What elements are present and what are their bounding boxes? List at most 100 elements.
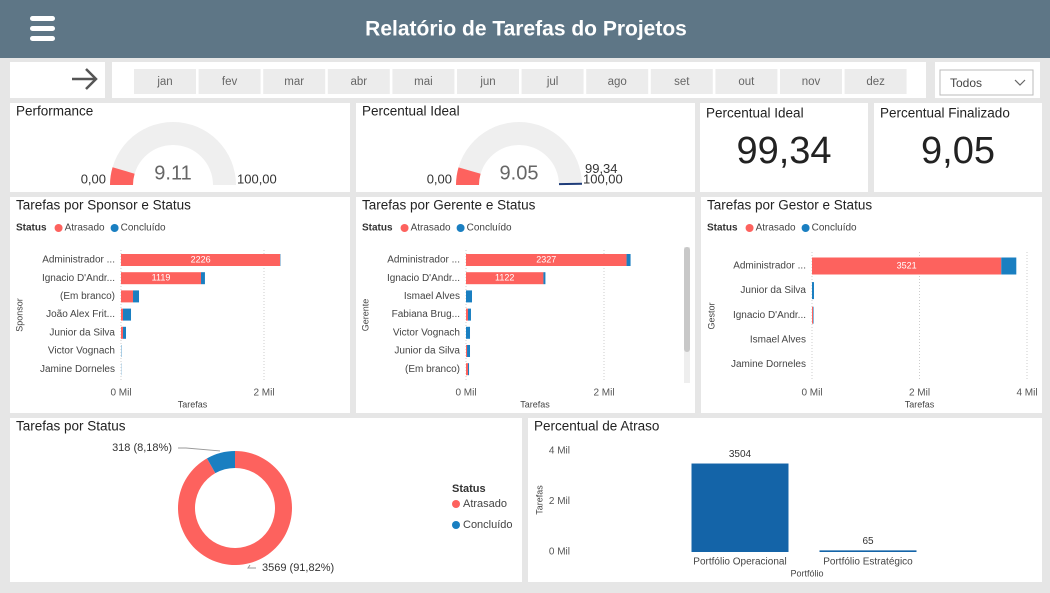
- x-axis-title: Tarefas: [178, 399, 208, 409]
- scrollbar-thumb[interactable]: [684, 247, 690, 352]
- month-label: mar: [284, 76, 304, 88]
- y-tick-label: 0 Mil: [549, 547, 570, 558]
- month-label: out: [738, 76, 755, 88]
- bar: [812, 282, 814, 300]
- gauge-min-label: 0,00: [81, 171, 106, 186]
- month-button[interactable]: [650, 69, 713, 94]
- y-tick-label: Victor Vognach: [393, 327, 460, 338]
- x-tick-label: 2 Mil: [593, 388, 614, 399]
- chart-title: Performance: [16, 104, 93, 119]
- data-label: 2226: [191, 254, 211, 264]
- gauge-min-label: 0,00: [427, 171, 452, 186]
- chart-panel: [356, 103, 695, 192]
- legend-marker: [54, 224, 63, 232]
- month-button[interactable]: [521, 69, 584, 94]
- month-label: nov: [802, 76, 821, 88]
- chart-panel: [356, 197, 695, 413]
- chart-panel: [701, 197, 1042, 413]
- card-title: Percentual Ideal: [706, 106, 804, 121]
- legend-marker: [456, 224, 465, 232]
- data-label: 1119: [152, 273, 171, 283]
- x-axis-title: Tarefas: [905, 399, 935, 409]
- y-tick-label: Victor Vognach: [48, 346, 115, 357]
- legend-label: Concluído: [467, 223, 512, 234]
- x-tick-label: 4 Mil: [1016, 388, 1037, 399]
- arrow-head: [85, 68, 98, 90]
- month-button[interactable]: [457, 69, 519, 94]
- month-button[interactable]: [780, 69, 842, 94]
- month-button[interactable]: [586, 69, 649, 94]
- data-label: 1122: [495, 273, 514, 283]
- x-tick-label: Portfólio Operacional: [693, 557, 786, 568]
- y-tick-label: Ismael Alves: [404, 291, 460, 302]
- leader-line: [247, 564, 256, 569]
- month-label: abr: [350, 76, 367, 88]
- bar: [466, 363, 469, 376]
- month-button[interactable]: [263, 69, 326, 94]
- y-axis-title: Sponsor: [14, 298, 24, 332]
- month-button[interactable]: [134, 69, 196, 94]
- gauge-value-label: 9.11: [154, 162, 191, 184]
- legend-title: Status: [16, 223, 47, 234]
- donut-slice: [206, 451, 235, 474]
- bar: [813, 306, 814, 324]
- gauge-max-label: 100,00: [237, 171, 277, 186]
- chart-title: Tarefas por Gestor e Status: [707, 198, 872, 213]
- y-tick-label: Ismael Alves: [750, 334, 806, 345]
- bar: [123, 326, 127, 339]
- bar: [121, 326, 124, 339]
- y-tick-label: Ignacio D'Andr...: [733, 310, 806, 321]
- y-tick-label: Ignacio D'Andr...: [42, 273, 115, 284]
- legend-marker: [452, 500, 460, 508]
- month-label: mai: [414, 76, 433, 88]
- chart-title: Tarefas por Status: [16, 419, 126, 434]
- y-tick-label: (Em branco): [405, 364, 460, 375]
- card-value: 99,34: [736, 130, 831, 172]
- y-tick-label: Administrador ...: [733, 261, 806, 272]
- chart-title: Tarefas por Gerente e Status: [362, 198, 536, 213]
- y-tick-label: João Alex Frit...: [46, 309, 115, 320]
- bar: [123, 308, 132, 321]
- next-arrow[interactable]: [72, 68, 98, 90]
- menu-line: [30, 26, 55, 31]
- y-tick-label: (Em branco): [60, 291, 115, 302]
- bar: [691, 463, 789, 552]
- month-button[interactable]: [392, 69, 455, 94]
- data-label: 318 (8,18%): [112, 442, 172, 454]
- month-button[interactable]: [198, 69, 261, 94]
- gauge-value: [456, 167, 481, 185]
- data-label: 2327: [536, 254, 556, 264]
- legend-label: Atrasado: [411, 223, 451, 234]
- x-axis-title: Tarefas: [520, 399, 550, 409]
- month-label: dez: [866, 76, 885, 88]
- y-tick-label: Junior da Silva: [394, 346, 460, 357]
- menu-icon[interactable]: [30, 16, 55, 41]
- legend-title: Status: [452, 483, 486, 495]
- dropdown-value: Todos: [950, 76, 982, 90]
- y-axis-title: Gerente: [360, 299, 370, 332]
- y-axis-title: Tarefas: [534, 485, 544, 515]
- gauge-value-label: 9.05: [500, 162, 539, 184]
- bar: [812, 257, 1002, 275]
- bar: [466, 308, 469, 321]
- month-button[interactable]: [715, 69, 778, 94]
- menu-line: [30, 16, 55, 21]
- x-tick-label: 0 Mil: [455, 388, 476, 399]
- bar: [133, 290, 140, 303]
- legend-marker: [400, 224, 409, 232]
- month-button[interactable]: [327, 69, 390, 94]
- bar: [121, 254, 281, 266]
- gauge-max-label: 100,00: [583, 171, 623, 186]
- month-button[interactable]: [844, 69, 907, 94]
- data-label: 65: [862, 536, 874, 547]
- card-title: Percentual Finalizado: [880, 106, 1010, 121]
- legend-marker: [745, 224, 754, 232]
- bar: [466, 326, 471, 339]
- legend-label: Concluído: [812, 223, 857, 234]
- dropdown-chevron: [1014, 79, 1026, 86]
- gauge-track: [110, 122, 236, 185]
- chart-title: Percentual de Atraso: [534, 419, 659, 434]
- filter-dropdown[interactable]: Todos: [939, 69, 1034, 96]
